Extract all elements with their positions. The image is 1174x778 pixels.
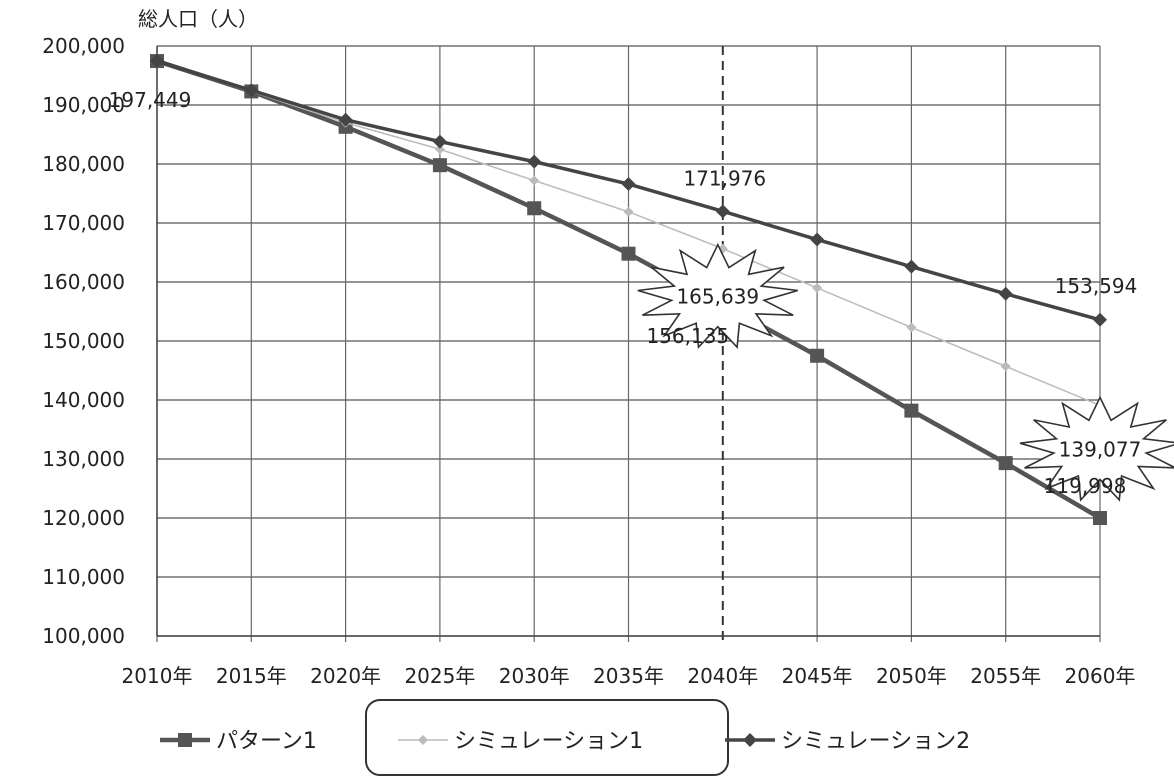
y-tick-label: 160,000 xyxy=(42,270,125,294)
data-label: 156,135 xyxy=(646,324,729,348)
x-tick-label: 2045年 xyxy=(782,664,853,688)
y-tick-label: 140,000 xyxy=(42,388,125,412)
x-tick-label: 2025年 xyxy=(404,664,475,688)
y-tick-label: 120,000 xyxy=(42,506,125,530)
data-labels: 197,449 171,976 165,639 156,135 153,594 139,0… xyxy=(109,88,1174,502)
y-tick-label: 110,000 xyxy=(42,565,125,589)
series-2-point xyxy=(1000,361,1011,372)
legend-swatch-marker xyxy=(418,735,428,745)
legend: パターン1 シミュレーション1 シミュレーション2 xyxy=(160,699,970,776)
series-1-point xyxy=(904,403,919,418)
series-2-point xyxy=(906,322,917,333)
series-2-point xyxy=(812,282,823,293)
series-3-point xyxy=(338,112,353,127)
y-tick-label: 150,000 xyxy=(42,329,125,353)
y-axis-title: 総人口（人） xyxy=(138,7,258,31)
x-tick-label: 2050年 xyxy=(876,664,947,688)
legend-highlight-box xyxy=(365,699,729,776)
legend-swatch-marker xyxy=(743,733,757,747)
y-tick-label: 190,000 xyxy=(42,93,125,117)
legend-label: シミュレーション2 xyxy=(781,729,970,754)
series-3-point xyxy=(904,259,919,274)
burst-callout xyxy=(637,242,799,350)
series-3-point xyxy=(432,134,447,149)
series-3-point xyxy=(715,204,730,219)
series-3-point xyxy=(244,83,259,98)
series-3-point xyxy=(150,54,164,69)
series-1-point xyxy=(621,246,636,261)
y-tick-label: 170,000 xyxy=(42,211,125,235)
series-1-point xyxy=(1093,511,1107,526)
x-tick-label: 2040年 xyxy=(687,664,758,688)
data-label: 139,077 xyxy=(1059,437,1142,461)
series-3-point xyxy=(527,154,542,169)
data-label: 165,639 xyxy=(676,285,759,309)
series-3-point xyxy=(621,177,636,192)
x-tick-label: 2035年 xyxy=(593,664,664,688)
x-tick-label: 2060年 xyxy=(1065,664,1136,688)
data-label: 197,449 xyxy=(109,88,192,112)
burst-callout xyxy=(1019,395,1174,502)
data-label: 119,998 xyxy=(1044,474,1127,498)
grid xyxy=(156,45,1101,642)
y-tick-label: 180,000 xyxy=(42,152,125,176)
y-tick-label: 130,000 xyxy=(42,447,125,471)
series-3-point xyxy=(998,286,1013,301)
data-label: 171,976 xyxy=(683,166,766,190)
series-1-point xyxy=(527,201,542,216)
series-3-point xyxy=(1093,312,1107,327)
series-2-point xyxy=(623,206,634,217)
x-tick-label: 2015年 xyxy=(216,664,287,688)
x-tick-label: 2055年 xyxy=(970,664,1041,688)
series-2-point xyxy=(529,175,540,186)
data-label: 153,594 xyxy=(1055,274,1138,298)
series-1-point xyxy=(432,158,447,173)
axes: 100,000 110,000 120,000 130,000 140,000 150,0… xyxy=(42,34,1135,688)
legend-label: シミュレーション1 xyxy=(454,729,643,754)
y-tick-label: 200,000 xyxy=(42,34,125,58)
series-3-point xyxy=(810,232,825,247)
series-1-point xyxy=(998,456,1013,471)
y-tick-label: 100,000 xyxy=(42,624,125,648)
series-1-point xyxy=(810,348,825,363)
x-tick-label: 2030年 xyxy=(499,664,570,688)
x-tick-label: 2020年 xyxy=(310,664,381,688)
legend-swatch-marker xyxy=(178,733,192,747)
x-tick-label: 2010年 xyxy=(122,664,193,688)
series-2-point xyxy=(434,144,445,155)
legend-label: パターン1 xyxy=(216,729,317,754)
